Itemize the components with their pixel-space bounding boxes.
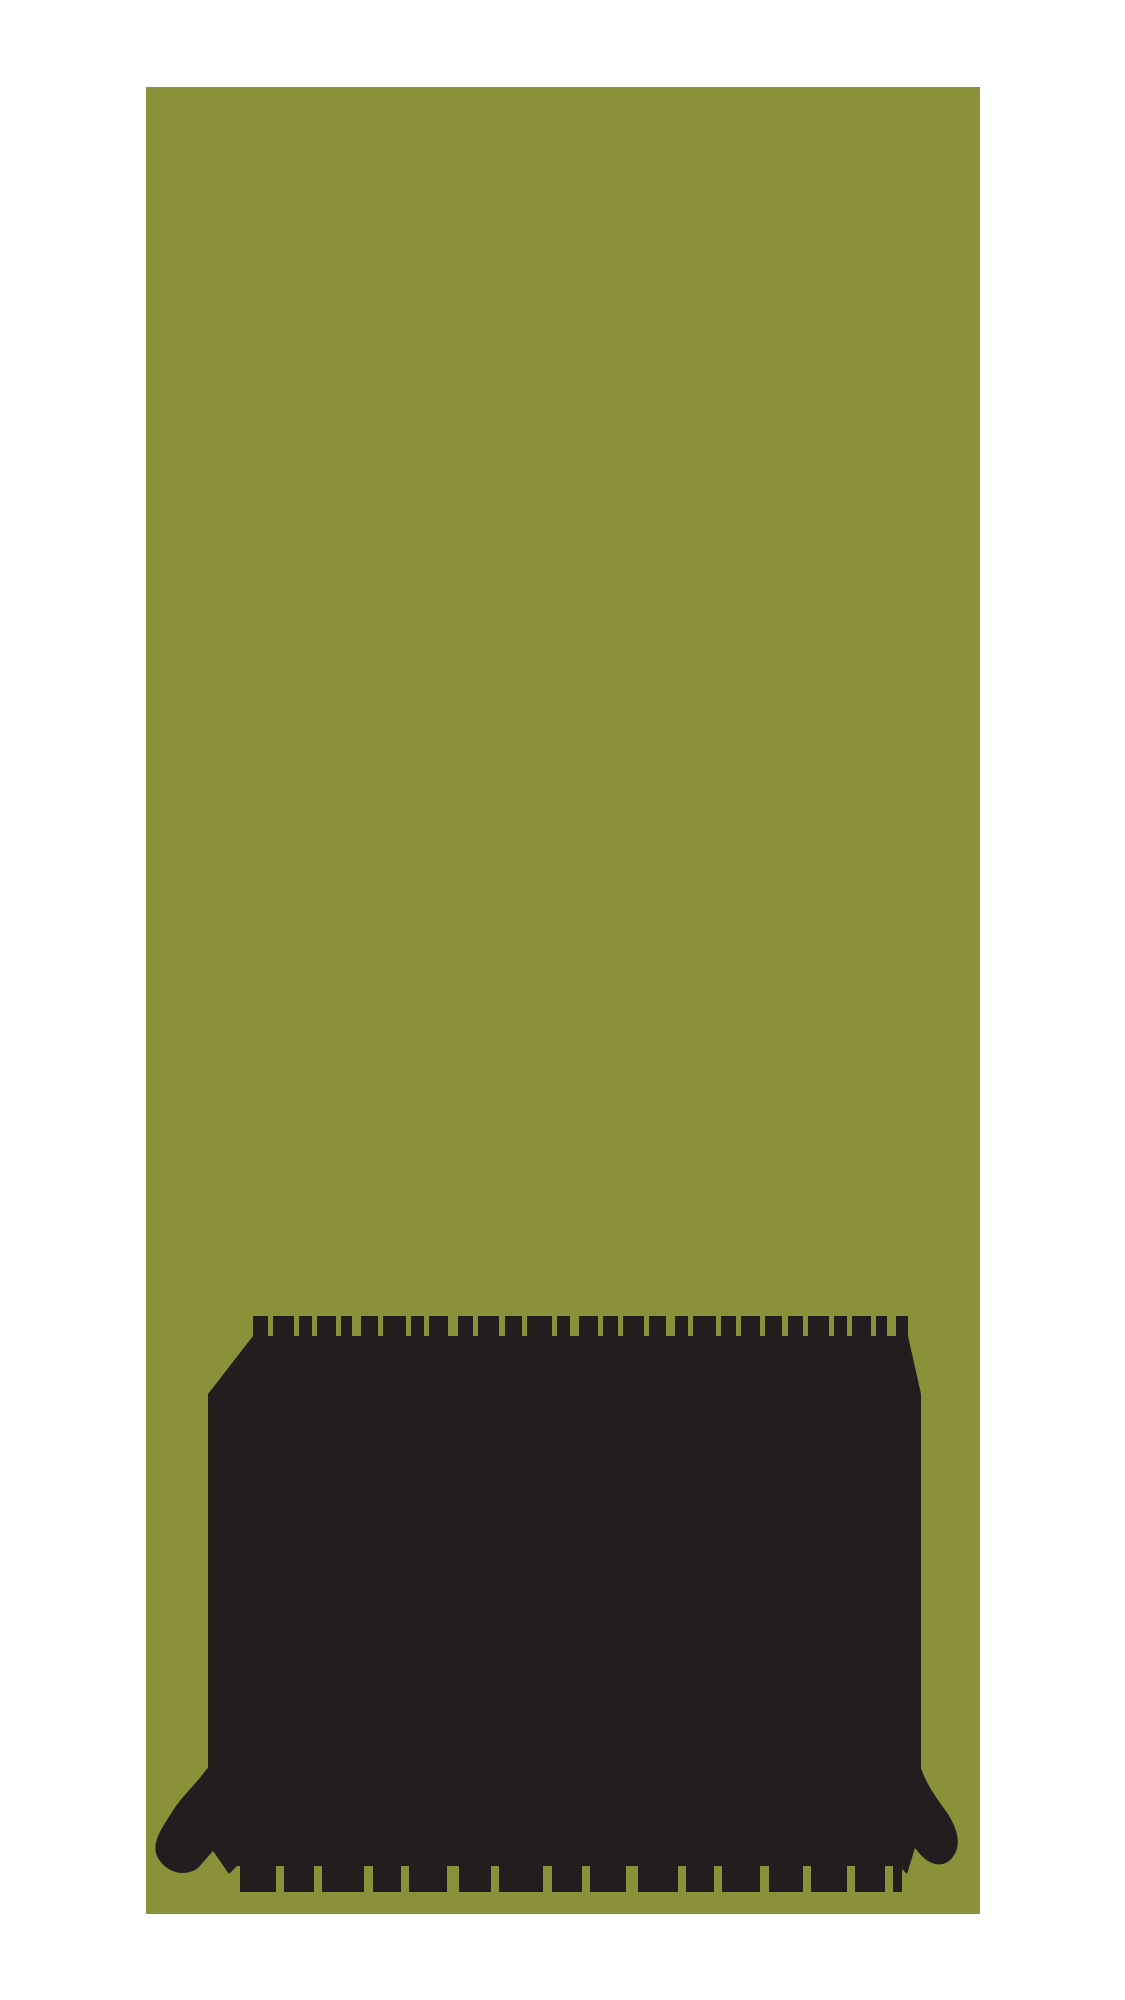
wordmark-silhouette	[155, 1336, 958, 1874]
